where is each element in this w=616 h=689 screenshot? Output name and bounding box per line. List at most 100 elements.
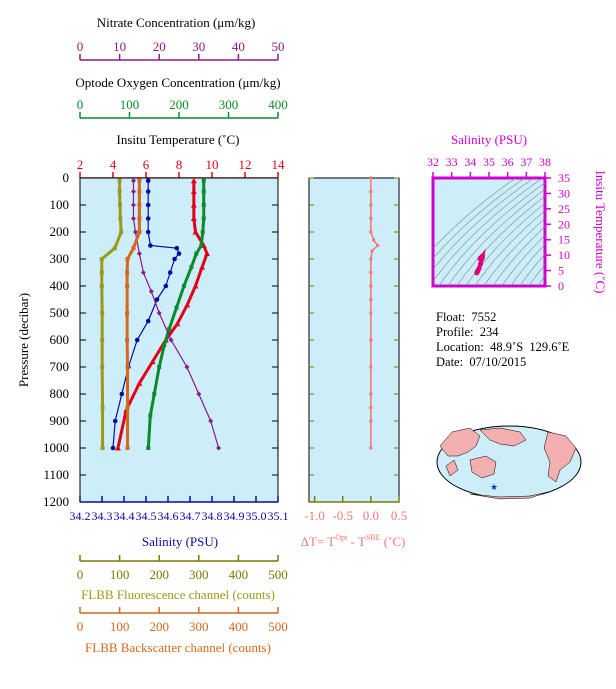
map-land-americas: [543, 431, 577, 483]
temperature-axis-tick-label: 4: [110, 157, 117, 172]
fluorescence-axis-tick-label: 200: [149, 567, 169, 582]
ts-isopycnal-line: [528, 264, 545, 286]
map-land-asia: [439, 427, 481, 457]
insitu-temperature-point: [174, 320, 181, 327]
pressure-axis-tick-label: 600: [50, 332, 70, 347]
nitrate-point: [216, 445, 222, 451]
delta-t-axis-tick-label: 0.0: [363, 508, 379, 523]
delta-t-point: [370, 249, 374, 253]
delta-t-point: [369, 392, 373, 396]
ts-temperature-tick-label: 15: [558, 233, 570, 247]
oxygen-point: [201, 203, 206, 207]
backscatter-point: [125, 365, 130, 369]
oxygen-point: [162, 343, 167, 348]
fluorescence-point: [100, 338, 105, 342]
insitu-temperature-point: [190, 202, 197, 208]
ts-temperature-label: Insitu Temperature (˚C): [593, 170, 608, 293]
fluorescence-point: [117, 203, 122, 207]
float-location: Location: 48.9˚S 129.6˚E: [436, 340, 570, 354]
map-land-africa: [445, 459, 459, 477]
backscatter-axis: 0 100 200 300 400 500: [77, 607, 288, 634]
fluorescence-point: [99, 270, 104, 275]
delta-t-panel: [308, 177, 400, 503]
salinity-axis-tick-label: 34.7: [180, 509, 201, 523]
pressure-axis-tick-label: 500: [50, 305, 70, 320]
delta-t-point: [369, 176, 373, 180]
fluorescence-point: [99, 284, 104, 288]
salinity-point: [145, 189, 151, 194]
nitrate-axis-tick-label: 10: [113, 39, 126, 54]
ts-isopycnal-line: [447, 188, 545, 286]
delta-t-axis: -1.0 -0.5 0.0 0.5: [304, 177, 407, 523]
oxygen-axis-tick-label: 200: [169, 97, 189, 112]
fluorescence-axis-label: FLBB Fluorescence channel (counts): [81, 587, 275, 602]
nitrate-point: [156, 310, 162, 316]
ts-salinity-label: Salinity (PSU): [451, 132, 527, 147]
pressure-axis-tick-label: 700: [50, 359, 70, 374]
oxygen-point: [167, 327, 172, 332]
insitu-temperature-point: [190, 215, 197, 221]
oxygen-point: [201, 178, 206, 183]
nitrate-point: [130, 216, 136, 221]
ts-temperature-tick-label: 30: [558, 186, 570, 200]
delta-t-point: [369, 446, 373, 450]
ts-salinity-tick-label: 32: [427, 155, 439, 169]
insitu-temperature-point: [192, 283, 199, 289]
fluorescence-axis: 0 100 200 300 400 500: [77, 555, 288, 582]
ts-isopycnal-line: [433, 178, 517, 250]
ts-isopycnal-line: [537, 275, 545, 286]
delta-t-point: [369, 284, 373, 288]
delta-t-point: [369, 338, 373, 342]
pressure-axis-tick-label: 200: [50, 224, 70, 239]
oxygen-axis-tick-label: 400: [268, 97, 288, 112]
salinity-point: [145, 202, 151, 208]
ts-isopycnal-line: [438, 182, 545, 286]
salinity-point: [174, 245, 180, 251]
delta-t-point: [372, 238, 376, 242]
temperature-axis-label: Insitu Temperature (˚C): [116, 132, 239, 147]
pressure-axis-tick-label: 1100: [43, 467, 69, 482]
ts-point: [478, 261, 484, 267]
delta-t-point: [369, 419, 373, 423]
temperature-axis-tick-label: 10: [206, 157, 219, 172]
insitu-temperature-point: [190, 177, 197, 184]
salinity-axis-tick-label: 35.0: [246, 509, 267, 523]
delta-t-point: [369, 203, 373, 207]
oxygen-point: [194, 251, 199, 256]
profile-series: [99, 177, 222, 451]
oxygen-point: [148, 413, 153, 418]
insitu-temperature-point: [190, 188, 197, 194]
profile-number: Profile: 234: [436, 325, 499, 339]
pressure-axis: 0 100 200 300 400 500 600 700 800 900 1000 1100 1200: [43, 170, 278, 509]
ts-point: [477, 255, 483, 262]
oxygen-axis-label: Optode Oxygen Concentration (μm/kg): [75, 75, 280, 90]
oxygen-point: [199, 243, 204, 248]
insitu-temperature-point: [114, 445, 121, 451]
ts-temperature-tick-label: 25: [558, 202, 570, 216]
oxygen-axis-tick-label: 100: [120, 97, 140, 112]
nitrate-point: [148, 288, 154, 294]
backscatter-point: [137, 178, 142, 183]
insitu-temperature-point: [184, 301, 191, 308]
delta-t-series: [369, 176, 380, 450]
ts-temperature-tick-label: 0: [558, 279, 564, 293]
nitrate-axis-label: Nitrate Concentration (μm/kg): [97, 15, 256, 30]
ts-isopycnal-line: [465, 202, 545, 286]
nitrate-axis-tick-label: 20: [153, 39, 166, 54]
nitrate-point: [136, 251, 142, 257]
salinity-point: [119, 391, 125, 397]
fluorescence-point: [99, 257, 104, 261]
salinity-point: [134, 337, 140, 343]
temperature-axis-tick-label: 12: [239, 157, 252, 172]
oxygen-axis-tick-label: 300: [219, 97, 239, 112]
insitu-temperature-point: [199, 264, 206, 270]
temperature-axis-tick-label: 14: [272, 157, 286, 172]
nitrate-point: [132, 229, 138, 235]
salinity-point: [167, 270, 173, 275]
salinity-point: [154, 297, 160, 302]
profile-panel: [79, 177, 279, 503]
nitrate-axis: Nitrate Concentration (μm/kg) 0 10 20 30 40 5…: [77, 15, 285, 61]
salinity-axis-tick-label: 34.9: [224, 509, 245, 523]
ts-points: [474, 248, 486, 276]
